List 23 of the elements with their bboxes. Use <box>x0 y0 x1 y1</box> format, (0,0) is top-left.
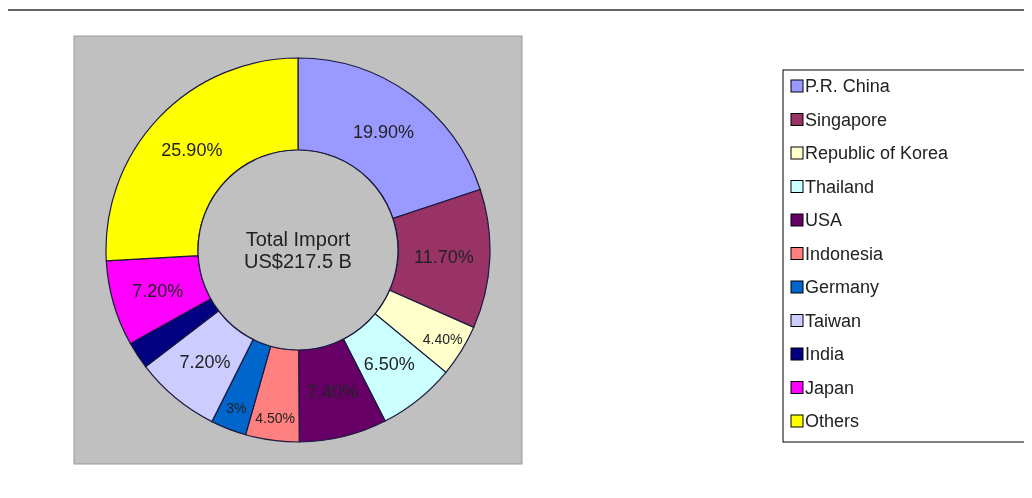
legend-label: Republic of Korea <box>805 143 950 163</box>
data-label: 11.70% <box>413 246 474 267</box>
legend-label: Thailand <box>805 176 875 197</box>
data-label: 19.90% <box>352 121 414 142</box>
legend-label: Germany <box>805 277 880 297</box>
data-label: 6.50% <box>363 353 415 374</box>
legend-label: Taiwan <box>805 310 862 331</box>
data-label: 4.50% <box>255 410 295 427</box>
data-label: 7.40% <box>307 381 359 402</box>
data-label: 25.90% <box>161 139 223 160</box>
legend-label: India <box>805 344 846 364</box>
data-label: 3% <box>226 400 247 417</box>
data-label: 4.40% <box>422 331 463 348</box>
data-label: 7.20% <box>179 352 231 373</box>
legend-label: Singapore <box>805 109 888 130</box>
text: US$217.5 B <box>244 250 352 272</box>
legend-label: P.R. China <box>805 76 891 96</box>
legend-label: USA <box>805 210 843 230</box>
data-label: 7.20% <box>132 280 184 301</box>
text: Total Import <box>245 228 351 250</box>
legend-label: Japan <box>805 377 855 398</box>
legend-label: Others <box>805 411 860 431</box>
legend-label: Indonesia <box>805 243 885 264</box>
